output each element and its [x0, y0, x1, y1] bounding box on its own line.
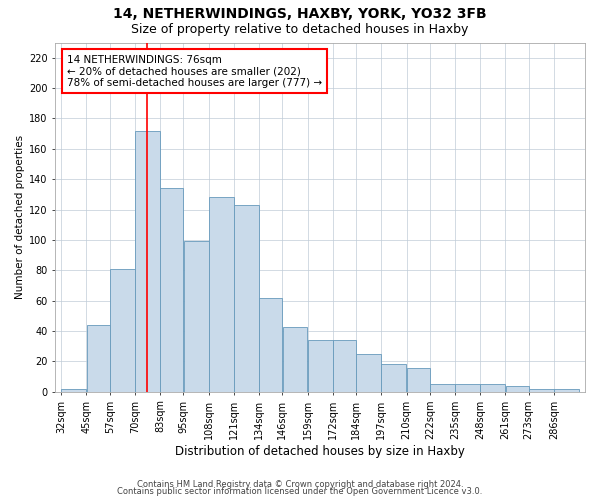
Bar [160, 188, 184, 392]
Bar [554, 389, 579, 392]
Bar [61, 389, 86, 392]
Y-axis label: Number of detached properties: Number of detached properties [15, 135, 25, 299]
Text: Size of property relative to detached houses in Haxby: Size of property relative to detached ho… [131, 22, 469, 36]
Bar [333, 340, 356, 392]
Bar [506, 386, 529, 392]
Bar [455, 384, 480, 392]
Text: 14 NETHERWINDINGS: 76sqm
← 20% of detached houses are smaller (202)
78% of semi-: 14 NETHERWINDINGS: 76sqm ← 20% of detach… [67, 54, 322, 88]
Bar [308, 340, 332, 392]
Bar [529, 389, 554, 392]
Bar [184, 242, 209, 392]
Bar [86, 325, 110, 392]
Bar [234, 205, 259, 392]
Bar [110, 269, 135, 392]
Bar [209, 198, 234, 392]
Text: Contains public sector information licensed under the Open Government Licence v3: Contains public sector information licen… [118, 488, 482, 496]
Bar [481, 384, 505, 392]
Text: 14, NETHERWINDINGS, HAXBY, YORK, YO32 3FB: 14, NETHERWINDINGS, HAXBY, YORK, YO32 3F… [113, 8, 487, 22]
Text: Contains HM Land Registry data © Crown copyright and database right 2024.: Contains HM Land Registry data © Crown c… [137, 480, 463, 489]
Bar [135, 130, 160, 392]
Bar [407, 368, 430, 392]
Bar [382, 364, 406, 392]
X-axis label: Distribution of detached houses by size in Haxby: Distribution of detached houses by size … [175, 444, 465, 458]
Bar [430, 384, 455, 392]
Bar [259, 298, 282, 392]
Bar [283, 326, 307, 392]
Bar [356, 354, 381, 392]
